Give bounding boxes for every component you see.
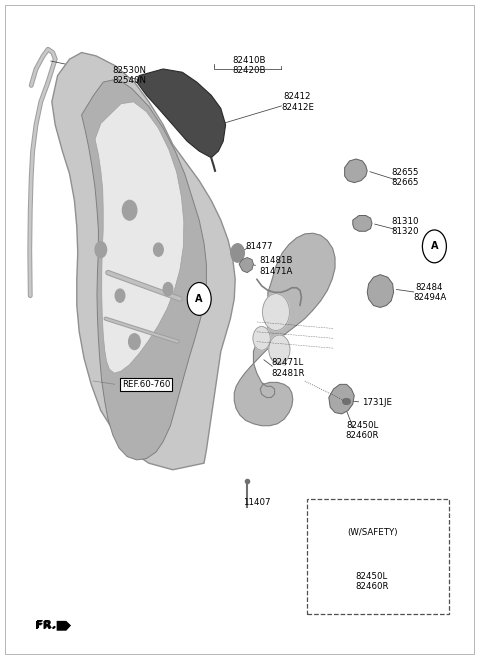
Polygon shape [353,215,372,231]
Text: 11407: 11407 [243,498,271,507]
Polygon shape [336,549,367,579]
Text: 82655
82665: 82655 82665 [392,168,420,187]
Polygon shape [367,275,394,307]
Circle shape [253,327,270,350]
Bar [307,499,449,614]
Text: 82471L
82481R: 82471L 82481R [271,358,305,378]
Polygon shape [329,384,354,414]
Circle shape [231,244,244,262]
Polygon shape [345,159,367,183]
Text: 82412
82412E: 82412 82412E [281,92,314,112]
Polygon shape [82,79,206,460]
Text: 81310
81320: 81310 81320 [392,217,420,237]
Text: (W/SAFETY): (W/SAFETY) [347,528,397,537]
Circle shape [154,243,163,256]
Polygon shape [57,621,71,631]
Text: A: A [431,241,438,252]
Text: 82530N
82540N: 82530N 82540N [113,66,146,85]
Text: 82450L
82460R: 82450L 82460R [346,420,379,440]
Text: FR.: FR. [35,621,55,631]
Text: 82484
82494A: 82484 82494A [413,283,446,302]
Circle shape [263,294,289,330]
Text: 81477: 81477 [245,242,273,251]
Polygon shape [95,102,184,373]
Polygon shape [137,69,226,158]
Text: 1731JE: 1731JE [362,397,392,407]
Circle shape [163,283,173,296]
Polygon shape [234,233,335,426]
Text: 82410B
82420B: 82410B 82420B [233,56,266,76]
Text: A: A [195,294,203,304]
Polygon shape [239,258,253,273]
Text: 81481B
81471A: 81481B 81471A [259,256,293,276]
Circle shape [269,335,290,364]
Polygon shape [52,53,235,470]
Circle shape [422,230,446,263]
Circle shape [95,242,107,258]
Circle shape [187,283,211,315]
Text: REF.60-760: REF.60-760 [122,380,170,389]
Circle shape [122,200,137,220]
Circle shape [129,334,140,350]
Circle shape [115,289,125,302]
Text: FR.: FR. [36,620,57,631]
Text: 82450L
82460R: 82450L 82460R [355,572,389,591]
